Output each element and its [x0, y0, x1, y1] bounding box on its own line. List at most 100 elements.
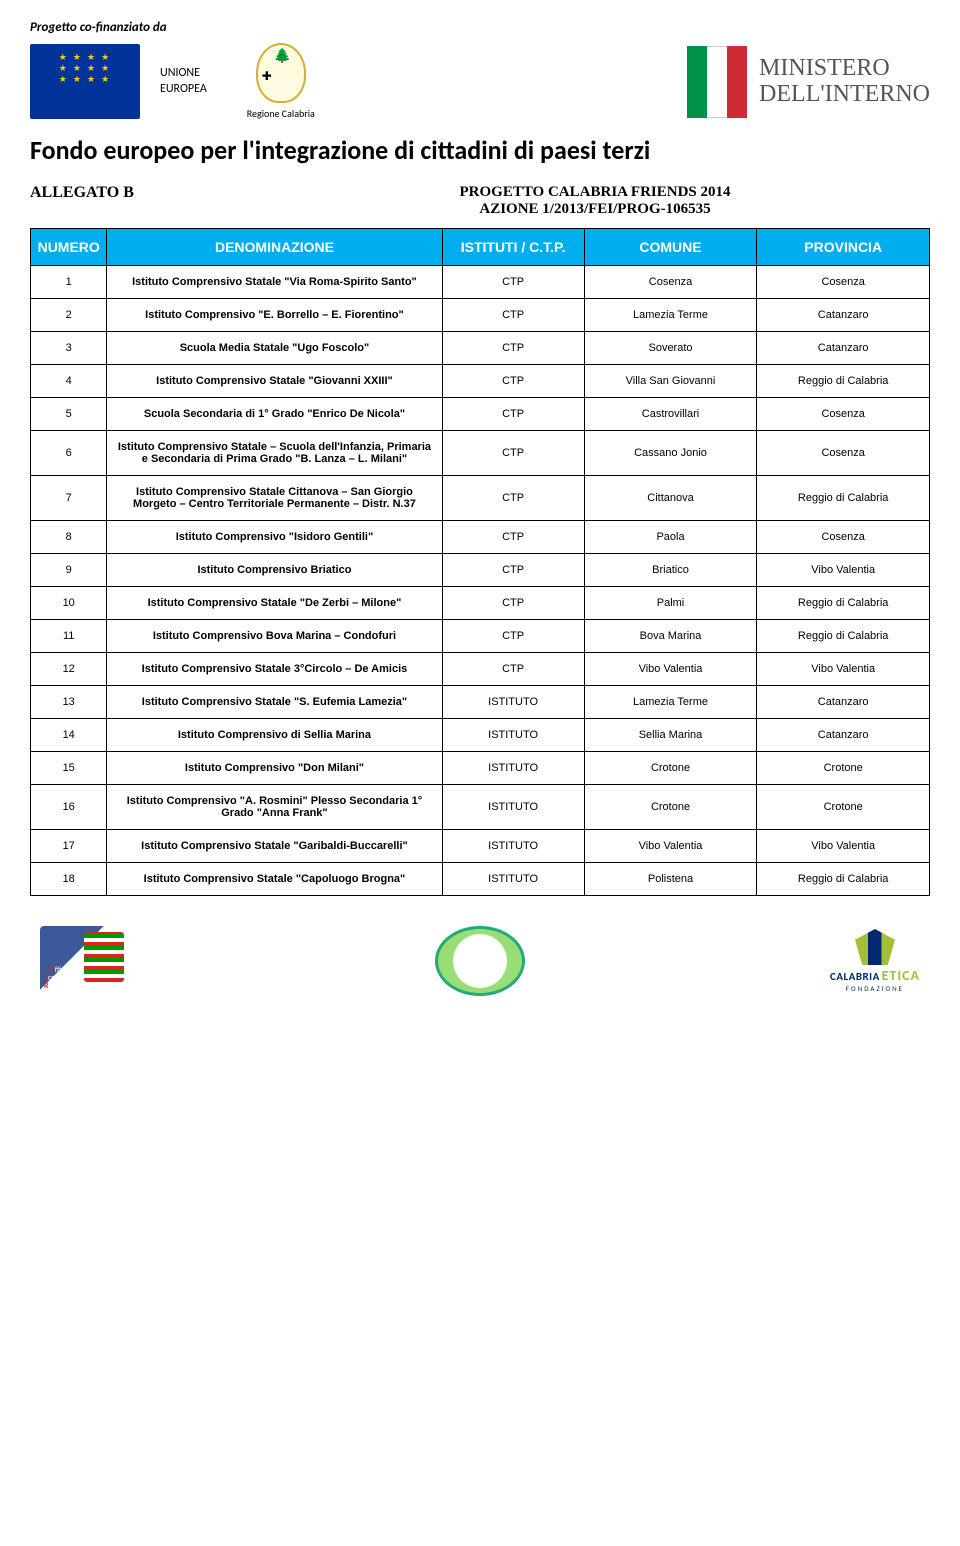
table-cell: Cassano Jonio [584, 431, 757, 476]
table-cell: ISTITUTO [442, 785, 584, 830]
table-cell: Polistena [584, 863, 757, 896]
col-header-0: NUMERO [31, 229, 107, 266]
table-cell: Cosenza [757, 266, 930, 299]
table-cell: CTP [442, 554, 584, 587]
table-cell: Vibo Valentia [584, 830, 757, 863]
eu-labels: UNIONE EUROPEA [160, 66, 207, 97]
table-cell: 11 [31, 620, 107, 653]
col-header-2: ISTITUTI / C.T.P. [442, 229, 584, 266]
table-cell: Reggio di Calabria [757, 620, 930, 653]
table-row: 16Istituto Comprensivo "A. Rosmini" Ples… [31, 785, 930, 830]
table-row: 14Istituto Comprensivo di Sellia MarinaI… [31, 719, 930, 752]
ministero-line1: MINISTERO [759, 56, 930, 81]
table-cell: Cosenza [757, 431, 930, 476]
table-cell: Crotone [757, 785, 930, 830]
table-cell: CTP [442, 521, 584, 554]
table-cell: 16 [31, 785, 107, 830]
ministero-text: MINISTERO DELL'INTERNO [759, 56, 930, 106]
table-cell: 17 [31, 830, 107, 863]
table-cell: Istituto Comprensivo Statale Cittanova –… [107, 476, 442, 521]
table-row: 3Scuola Media Statale "Ugo Foscolo"CTPSo… [31, 332, 930, 365]
table-cell: Istituto Comprensivo di Sellia Marina [107, 719, 442, 752]
table-cell: ISTITUTO [442, 863, 584, 896]
table-cell: Castrovillari [584, 398, 757, 431]
table-cell: Lamezia Terme [584, 299, 757, 332]
table-cell: Crotone [584, 785, 757, 830]
table-cell: Catanzaro [757, 332, 930, 365]
table-cell: ISTITUTO [442, 752, 584, 785]
table-cell: Bova Marina [584, 620, 757, 653]
table-cell: Vibo Valentia [757, 653, 930, 686]
table-row: 5Scuola Secondaria di 1° Grado "Enrico D… [31, 398, 930, 431]
table-row: 12Istituto Comprensivo Statale 3°Circolo… [31, 653, 930, 686]
table-cell: CTP [442, 266, 584, 299]
table-cell: Sellia Marina [584, 719, 757, 752]
italy-flag-icon [687, 46, 747, 118]
allegato-label: ALLEGATO B [30, 184, 260, 202]
table-cell: Cosenza [757, 521, 930, 554]
table-cell: ISTITUTO [442, 719, 584, 752]
table-cell: Istituto Comprensivo Briatico [107, 554, 442, 587]
table-cell: Istituto Comprensivo "Don Milani" [107, 752, 442, 785]
table-row: 4Istituto Comprensivo Statale "Giovanni … [31, 365, 930, 398]
table-cell: 13 [31, 686, 107, 719]
table-cell: Istituto Comprensivo Statale "De Zerbi –… [107, 587, 442, 620]
table-cell: Istituto Comprensivo "A. Rosmini" Plesso… [107, 785, 442, 830]
table-row: 9Istituto Comprensivo BriaticoCTPBriatic… [31, 554, 930, 587]
table-cell: Reggio di Calabria [757, 863, 930, 896]
table-row: 15Istituto Comprensivo "Don Milani"ISTIT… [31, 752, 930, 785]
table-cell: Villa San Giovanni [584, 365, 757, 398]
allegato-row: ALLEGATO B PROGETTO CALABRIA FRIENDS 201… [30, 184, 930, 218]
table-cell: Reggio di Calabria [757, 587, 930, 620]
table-cell: Reggio di Calabria [757, 476, 930, 521]
table-row: 6Istituto Comprensivo Statale – Scuola d… [31, 431, 930, 476]
table-row: 11Istituto Comprensivo Bova Marina – Con… [31, 620, 930, 653]
regione-block: Regione Calabria [247, 43, 315, 120]
table-cell: 7 [31, 476, 107, 521]
table-cell: Istituto Comprensivo Statale "Garibaldi-… [107, 830, 442, 863]
ministero-block: MINISTERO DELL'INTERNO [687, 46, 930, 118]
table-cell: 14 [31, 719, 107, 752]
table-cell: Istituto Comprensivo Statale "Via Roma-S… [107, 266, 442, 299]
table-cell: CTP [442, 332, 584, 365]
table-cell: Vibo Valentia [584, 653, 757, 686]
table-row: 18Istituto Comprensivo Statale "Capoluog… [31, 863, 930, 896]
col-header-3: COMUNE [584, 229, 757, 266]
table-cell: CTP [442, 398, 584, 431]
table-cell: Istituto Comprensivo Statale – Scuola de… [107, 431, 442, 476]
table-cell: Palmi [584, 587, 757, 620]
table-cell: 8 [31, 521, 107, 554]
ufficio-scolastico-logo-icon: Ufficio Scolastico Regionale [40, 926, 130, 996]
table-cell: Crotone [584, 752, 757, 785]
table-cell: 18 [31, 863, 107, 896]
f3l1: CALABRIA [830, 970, 880, 983]
table-cell: Vibo Valentia [757, 830, 930, 863]
table-cell: 10 [31, 587, 107, 620]
institutes-table: NUMERODENOMINAZIONEISTITUTI / C.T.P.COMU… [30, 228, 930, 896]
table-cell: 4 [31, 365, 107, 398]
table-cell: ISTITUTO [442, 830, 584, 863]
table-row: 13Istituto Comprensivo Statale "S. Eufem… [31, 686, 930, 719]
f3l2: ETICA [882, 967, 920, 984]
table-cell: 1 [31, 266, 107, 299]
table-cell: Istituto Comprensivo Statale "Capoluogo … [107, 863, 442, 896]
table-cell: Catanzaro [757, 719, 930, 752]
table-cell: Istituto Comprensivo Statale 3°Circolo –… [107, 653, 442, 686]
regione-calabria-icon [256, 43, 306, 103]
table-cell: Cosenza [757, 398, 930, 431]
table-row: 17Istituto Comprensivo Statale "Garibald… [31, 830, 930, 863]
eu-line2: EUROPEA [160, 82, 207, 98]
table-row: 7Istituto Comprensivo Statale Cittanova … [31, 476, 930, 521]
table-cell: Crotone [757, 752, 930, 785]
table-cell: Catanzaro [757, 299, 930, 332]
table-cell: CTP [442, 620, 584, 653]
table-cell: 6 [31, 431, 107, 476]
table-row: 10Istituto Comprensivo Statale "De Zerbi… [31, 587, 930, 620]
table-row: 1Istituto Comprensivo Statale "Via Roma-… [31, 266, 930, 299]
ministero-line2: DELL'INTERNO [759, 82, 930, 107]
table-cell: Istituto Comprensivo Statale "S. Eufemia… [107, 686, 442, 719]
col-header-4: PROVINCIA [757, 229, 930, 266]
table-cell: Scuola Secondaria di 1° Grado "Enrico De… [107, 398, 442, 431]
table-header: NUMERODENOMINAZIONEISTITUTI / C.T.P.COMU… [31, 229, 930, 266]
partner-circle-logo-icon [435, 926, 525, 996]
